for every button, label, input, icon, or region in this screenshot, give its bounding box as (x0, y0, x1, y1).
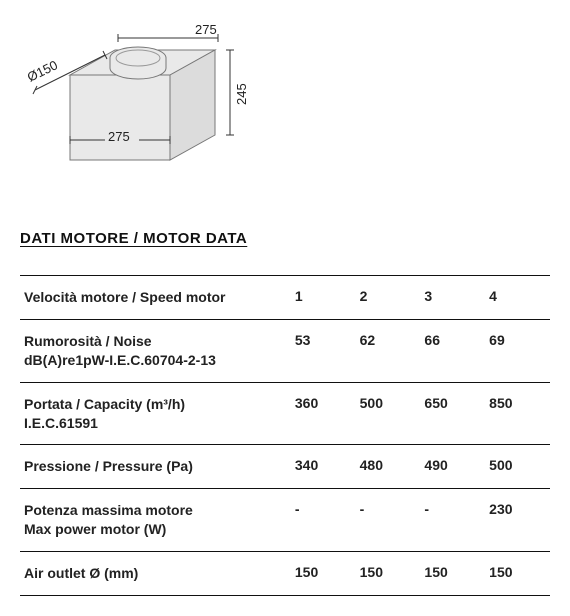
row-value: 69 (485, 319, 550, 382)
row-value: - (420, 489, 485, 552)
section-title: DATI MOTORE / MOTOR DATA (20, 230, 550, 247)
row-label: Velocità motore / Speed motor (20, 276, 291, 320)
row-value: 150 (420, 552, 485, 596)
table-row: Potenza massima motoreMax power motor (W… (20, 489, 550, 552)
row-value: 480 (356, 445, 421, 489)
row-value: 360 (291, 382, 356, 445)
motor-data-table: Velocità motore / Speed motor1234Rumoros… (20, 275, 550, 596)
row-value: 230 (485, 489, 550, 552)
motor-diagram: 275 Ø150 275 245 (20, 20, 280, 200)
table-row: Portata / Capacity (m³/h)I.E.C.615913605… (20, 382, 550, 445)
row-value: - (291, 489, 356, 552)
row-value: 490 (420, 445, 485, 489)
row-label: Potenza massima motoreMax power motor (W… (20, 489, 291, 552)
row-value: 4 (485, 276, 550, 320)
row-value: 1 (291, 276, 356, 320)
row-value: 3 (420, 276, 485, 320)
row-label: Portata / Capacity (m³/h)I.E.C.61591 (20, 382, 291, 445)
dim-width: 275 (108, 129, 130, 144)
row-value: 500 (356, 382, 421, 445)
table-row: Pressione / Pressure (Pa)340480490500 (20, 445, 550, 489)
row-value: - (356, 489, 421, 552)
row-value: 2 (356, 276, 421, 320)
row-label: Pressione / Pressure (Pa) (20, 445, 291, 489)
row-label: Rumorosità / NoisedB(A)re1pW-I.E.C.60704… (20, 319, 291, 382)
row-label: Air outlet Ø (mm) (20, 552, 291, 596)
row-value: 150 (291, 552, 356, 596)
dim-height: 245 (234, 83, 249, 105)
row-value: 62 (356, 319, 421, 382)
row-value: 850 (485, 382, 550, 445)
table-row: Air outlet Ø (mm)150150150150 (20, 552, 550, 596)
dim-depth: 275 (195, 22, 217, 37)
row-value: 340 (291, 445, 356, 489)
row-value: 150 (485, 552, 550, 596)
row-value: 500 (485, 445, 550, 489)
row-value: 650 (420, 382, 485, 445)
row-value: 150 (356, 552, 421, 596)
row-value: 66 (420, 319, 485, 382)
table-row: Velocità motore / Speed motor1234 (20, 276, 550, 320)
table-row: Rumorosità / NoisedB(A)re1pW-I.E.C.60704… (20, 319, 550, 382)
row-value: 53 (291, 319, 356, 382)
